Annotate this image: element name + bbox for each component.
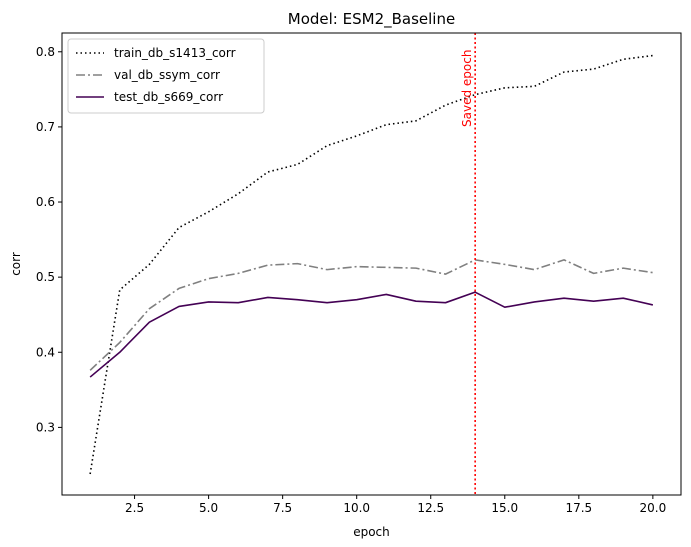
legend-label: test_db_s669_corr <box>114 90 223 104</box>
x-tick-label: 17.5 <box>565 501 592 515</box>
legend-box <box>67 38 265 114</box>
x-tick-label: 15.0 <box>491 501 518 515</box>
x-tick-label: 12.5 <box>417 501 444 515</box>
chart-title: Model: ESM2_Baseline <box>288 10 455 29</box>
legend-label: val_db_ssym_corr <box>114 68 220 82</box>
x-tick-label: 5.0 <box>199 501 218 515</box>
series-line-train_db_s1413_corr <box>89 54 653 475</box>
axes-frame <box>61 32 682 496</box>
y-tick-label: 0.5 <box>36 270 55 284</box>
series-line-test_db_s669_corr <box>89 291 654 378</box>
x-tick-label: 7.5 <box>273 501 292 515</box>
legend: train_db_s1413_corr val_db_ssym_corr test_… <box>67 38 265 114</box>
x-tick-label: 2.5 <box>125 501 144 515</box>
series-line-val_db_ssym_corr <box>89 259 653 371</box>
y-tick-label: 0.3 <box>36 420 55 434</box>
x-axis-label: epoch <box>353 525 390 539</box>
y-tick-label: 0.8 <box>36 45 55 59</box>
y-tick-label: 0.6 <box>36 195 55 209</box>
y-axis-label: corr <box>9 252 23 276</box>
x-tick-label: 10.0 <box>343 501 370 515</box>
x-tick-label: 20.0 <box>640 501 667 515</box>
axes: 2.5 5.0 7.5 10.0 12.5 15.0 17.5 20.0 0.3 0.4 0.5 0.… <box>36 32 682 515</box>
y-tick-label: 0.7 <box>36 120 55 134</box>
legend-label: train_db_s1413_corr <box>114 46 236 60</box>
y-tick-label: 0.4 <box>36 345 55 359</box>
saved-epoch-label: Saved epoch <box>460 50 474 127</box>
